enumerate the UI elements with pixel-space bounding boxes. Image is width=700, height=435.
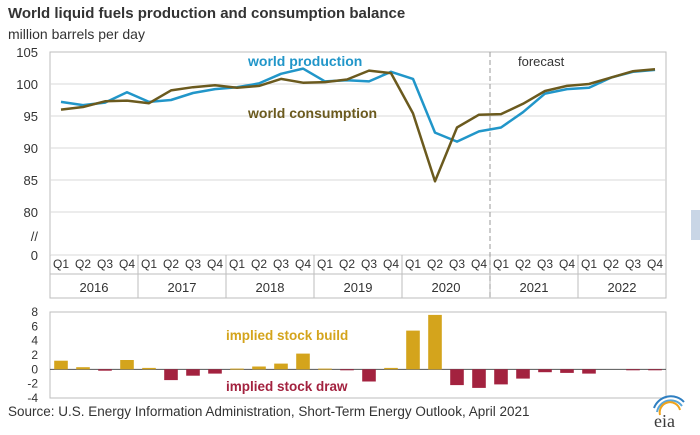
stock-draw-bar	[626, 369, 640, 371]
stock-build-bar	[230, 368, 244, 370]
stock-draw-label: implied stock draw	[226, 379, 348, 394]
line-y-tick-label: //	[31, 229, 39, 244]
bar-y-tick-label: 4	[31, 334, 38, 348]
stock-draw-bar	[494, 369, 508, 385]
bar-marks-group	[54, 314, 662, 388]
quarter-tick-label: Q1	[405, 257, 421, 271]
line-y-tick-label: 85	[24, 173, 38, 188]
bar-y-tick-label: -4	[27, 391, 38, 405]
chart-subtitle: million barrels per day	[8, 26, 145, 42]
quarter-tick-label: Q1	[53, 257, 69, 271]
quarter-tick-label: Q4	[207, 257, 223, 271]
year-tick-label: 2021	[520, 280, 549, 295]
quarter-tick-label: Q1	[141, 257, 157, 271]
line-y-tick-label: 80	[24, 205, 38, 220]
source-note: Source: U.S. Energy Information Administ…	[8, 404, 530, 419]
stock-build-bar	[428, 314, 442, 370]
production-line	[60, 67, 656, 143]
quarter-tick-label: Q3	[97, 257, 113, 271]
stock-draw-bar	[450, 369, 464, 386]
window-edge-strip	[691, 210, 700, 240]
line-y-tick-labels: 105 100 95 90 85 80 // 0	[16, 45, 38, 263]
stock-build-bar	[76, 367, 90, 370]
bar-y-tick-label: -2	[27, 377, 38, 391]
quarter-tick-label: Q1	[229, 257, 245, 271]
quarter-tick-label: Q2	[163, 257, 179, 271]
line-y-tick-label: 105	[16, 45, 38, 60]
quarter-tick-label: Q2	[75, 257, 91, 271]
production-series-label: world production	[247, 53, 362, 69]
year-tick-label: 2016	[80, 280, 109, 295]
stock-draw-bar	[340, 369, 354, 371]
quarter-tick-label: Q2	[339, 257, 355, 271]
bar-y-tick-label: 0	[31, 362, 38, 376]
eia-logo-text: eia	[654, 411, 675, 430]
line-y-tick-label: 95	[24, 109, 38, 124]
quarter-tick-label: Q4	[295, 257, 311, 271]
stock-draw-bar	[560, 369, 574, 373]
stock-build-bar	[120, 360, 134, 370]
stock-build-bar	[252, 366, 266, 370]
line-y-tick-label: 100	[16, 77, 38, 92]
quarter-tick-label: Q1	[493, 257, 509, 271]
quarter-tick-label: Q2	[251, 257, 267, 271]
quarter-tick-label: Q4	[383, 257, 399, 271]
line-y-tick-label: 0	[31, 248, 38, 263]
quarter-tick-label: Q3	[361, 257, 377, 271]
stock-draw-bar	[538, 369, 552, 373]
quarter-tick-label: Q4	[471, 257, 487, 271]
quarter-tick-label: Q1	[581, 257, 597, 271]
stock-build-bar	[142, 367, 156, 370]
consumption-series-label: world consumption	[247, 105, 377, 121]
stock-build-label: implied stock build	[226, 328, 348, 343]
quarter-tick-label: Q2	[603, 257, 619, 271]
stock-draw-bar	[208, 369, 222, 374]
quarter-tick-label: Q1	[317, 257, 333, 271]
quarter-tick-label: Q2	[427, 257, 443, 271]
year-tick-label: 2017	[168, 280, 197, 295]
quarter-tick-label: Q3	[185, 257, 201, 271]
line-plot-frame	[49, 51, 667, 299]
chart-title: World liquid fuels production and consum…	[8, 5, 406, 22]
stock-build-bar	[406, 330, 420, 370]
bar-y-tick-label: 6	[31, 319, 38, 333]
line-series-group	[60, 67, 656, 183]
stock-draw-bar	[582, 369, 596, 374]
eia-logo: eia	[653, 395, 685, 430]
quarter-tick-label: Q2	[515, 257, 531, 271]
forecast-label: forecast	[518, 54, 565, 69]
stock-draw-bar	[516, 369, 530, 379]
stock-draw-bar	[472, 369, 486, 388]
quarter-tick-label: Q3	[273, 257, 289, 271]
quarter-tick-label: Q4	[119, 257, 135, 271]
stock-build-bar	[318, 368, 332, 370]
stock-build-bar	[384, 367, 398, 370]
bar-plot-frame	[49, 311, 667, 399]
stock-draw-bar	[164, 369, 178, 381]
year-tick-label: 2022	[608, 280, 637, 295]
line-y-tick-label: 90	[24, 141, 38, 156]
stock-build-bar	[296, 353, 310, 370]
stock-draw-bar	[648, 369, 662, 371]
quarter-tick-label: Q3	[537, 257, 553, 271]
bar-y-tick-label: 8	[31, 305, 38, 319]
quarter-axis: Q1 Q2 Q3 Q4 Q1 Q2 Q3 Q4 Q1 Q2 Q3 Q4 Q1 Q2 Q3 Q4 Q1 Q2 Q3 Q4…	[49, 255, 667, 298]
stock-build-bar	[274, 363, 288, 370]
year-tick-label: 2020	[432, 280, 461, 295]
quarter-tick-label: Q4	[647, 257, 663, 271]
consumption-line	[60, 68, 656, 183]
year-tick-label: 2019	[344, 280, 373, 295]
quarter-tick-label: Q4	[559, 257, 575, 271]
quarter-tick-label: Q3	[449, 257, 465, 271]
stock-draw-bar	[362, 369, 376, 382]
stock-build-bar	[54, 360, 68, 370]
stock-draw-bar	[98, 369, 112, 371]
quarter-tick-label: Q3	[625, 257, 641, 271]
year-tick-label: 2018	[256, 280, 285, 295]
line-gridlines	[50, 83, 666, 256]
stock-draw-bar	[186, 369, 200, 376]
bar-y-tick-label: 2	[31, 348, 38, 362]
